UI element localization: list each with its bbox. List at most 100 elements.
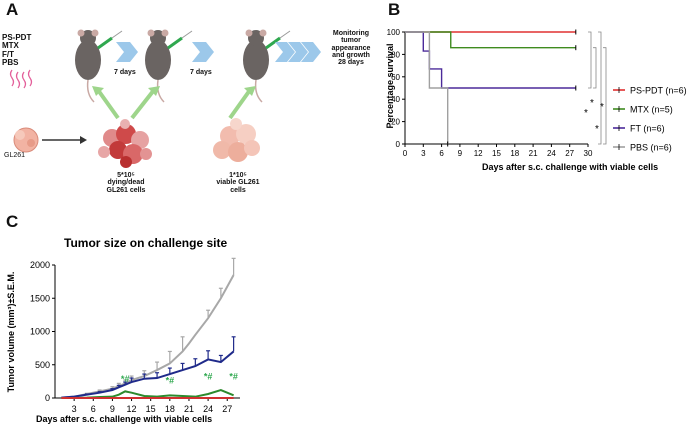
- significance-annotation: *#: [204, 371, 213, 381]
- x-tick-label: 6: [91, 404, 96, 414]
- x-tick-label: 3: [72, 404, 77, 414]
- x-tick-label: 9: [110, 404, 115, 414]
- tumor-axes: 3 6 9 12 15 18 21 24 27 0 500 1000 1500 2000: [30, 260, 240, 414]
- significance-star: *: [584, 108, 588, 119]
- y-tick-label: 100: [387, 28, 401, 37]
- treatment-item: PS-PDT: [2, 33, 32, 42]
- panel-letter-c: C: [6, 212, 19, 231]
- panel-letter-b: B: [388, 0, 401, 19]
- survival-line: [405, 31, 449, 144]
- y-tick-label: 20: [391, 118, 400, 127]
- y-tick-label: 500: [35, 360, 50, 370]
- survival-line: [405, 31, 576, 89]
- x-tick-label: 15: [492, 149, 501, 158]
- x-tick-label: 21: [184, 404, 194, 414]
- monitoring-line: 28 days: [338, 59, 364, 67]
- tumor-size-chart: Tumor size on challenge site 3 6 9 12 15 18 21…: [6, 236, 240, 424]
- treatment-item: PBS: [2, 58, 19, 68]
- mouse-icon: [75, 29, 101, 103]
- y-tick-label: 80: [391, 50, 400, 59]
- survival-axes: 0 3 6 9 12 15 18 21 24 27 30 0 20 40 60 80 100: [387, 28, 593, 158]
- viable-cells-label-line: viable GL261: [216, 179, 260, 187]
- survival-series: [405, 29, 577, 147]
- viable-cells-label: 1*10⁵ viable GL261 cells: [208, 172, 268, 194]
- y-tick-label: 2000: [30, 260, 50, 270]
- dead-cells-label-line: GL261 cells: [106, 186, 146, 194]
- y-tick-label: 60: [391, 73, 400, 82]
- significance-star: *: [600, 102, 604, 113]
- x-tick-label: 12: [127, 404, 137, 414]
- y-tick-label: 1000: [30, 327, 50, 337]
- monitoring-line: appearance: [331, 44, 371, 52]
- up-arrow-icon: [96, 88, 252, 120]
- schematic-drawing: [9, 29, 321, 168]
- dead-cells-cluster-icon: [98, 119, 152, 168]
- significance-star: *: [595, 124, 599, 135]
- survival-line: [405, 31, 576, 49]
- legend-label: PBS (n=6): [630, 143, 672, 153]
- gl261-cell-icon: [13, 127, 39, 153]
- x-tick-label: 6: [439, 149, 444, 158]
- panel-letter-a: A: [6, 0, 19, 19]
- treatment-list: PS-PDT MTX F/T PBS: [2, 33, 32, 68]
- significance-brackets: ****: [584, 31, 607, 145]
- x-tick-label: 12: [474, 149, 483, 158]
- interval-label-1: 7 days: [114, 69, 136, 76]
- tumor-series: [61, 257, 236, 399]
- dead-cells-label: 5*10⁵ dying/dead GL261 cells: [96, 172, 156, 194]
- significance-bracket: [603, 47, 607, 145]
- x-tick-label: 30: [584, 149, 593, 158]
- x-tick-label: 18: [510, 149, 519, 158]
- treatment-item: F/T: [2, 49, 14, 59]
- cell-line-label: GL261: [4, 152, 26, 159]
- significance-annotation: *#: [121, 374, 130, 384]
- y-tick-label: 1500: [30, 293, 50, 303]
- tumor-annotations: *# *# *# *#: [121, 371, 238, 385]
- treatment-item: MTX: [2, 41, 19, 51]
- mouse-icon: [145, 29, 171, 103]
- x-axis-label: Days after s.c. challenge with viable ce…: [36, 414, 212, 424]
- chevron-arrow-icon: [116, 42, 321, 62]
- monitoring-label: Monitoring tumor appearance and growth 2…: [323, 30, 379, 67]
- x-tick-label: 24: [203, 404, 213, 414]
- x-tick-label: 18: [165, 404, 175, 414]
- x-tick-label: 21: [529, 149, 538, 158]
- dead-cells-label-line: dying/dead: [107, 179, 145, 187]
- y-axis-label: Tumor volume (mm³)±S.E.M.: [6, 272, 16, 393]
- monitoring-line: Monitoring: [332, 30, 370, 37]
- dead-cells-label-line: 5*10⁵: [117, 172, 135, 179]
- legend-label: PS-PDT (n=6): [630, 86, 687, 96]
- y-tick-label: 40: [391, 95, 400, 104]
- survival-legend: PS-PDT (n=6) MTX (n=5) FT (n=6) PBS (n=6): [613, 86, 687, 153]
- significance-annotation: *#: [166, 375, 175, 385]
- x-tick-label: 9: [458, 149, 463, 158]
- significance-star: *: [590, 98, 594, 109]
- significance-bracket: [593, 47, 597, 89]
- significance-bracket: [588, 31, 592, 89]
- mouse-icon: [243, 29, 269, 103]
- y-axis-label: Percentage survival: [385, 43, 395, 128]
- significance-bracket: [598, 31, 602, 145]
- chart-title: Tumor size on challenge site: [64, 236, 227, 250]
- syringe-icon: [97, 36, 281, 50]
- x-axis-label: Days after s.c. challenge with viable ce…: [482, 162, 658, 172]
- interval-label-2: 7 days: [190, 69, 212, 76]
- significance-annotation: *#: [229, 371, 238, 381]
- light-waves-icon: [9, 69, 33, 89]
- x-tick-label: 27: [222, 404, 232, 414]
- x-tick-label: 24: [547, 149, 556, 158]
- y-tick-label: 0: [396, 140, 401, 149]
- tumor-line: [61, 350, 235, 399]
- monitoring-line: tumor: [341, 37, 361, 45]
- viable-cells-label-line: cells: [230, 186, 246, 194]
- x-tick-label: 15: [146, 404, 156, 414]
- legend-label: FT (n=6): [630, 124, 665, 134]
- x-tick-label: 3: [421, 149, 426, 158]
- x-tick-label: 27: [565, 149, 574, 158]
- x-tick-label: 0: [403, 149, 408, 158]
- viable-cells-label-line: 1*10⁵: [229, 172, 247, 179]
- legend-label: MTX (n=5): [630, 105, 673, 115]
- y-tick-label: 0: [45, 393, 50, 403]
- monitoring-line: and growth: [332, 52, 370, 60]
